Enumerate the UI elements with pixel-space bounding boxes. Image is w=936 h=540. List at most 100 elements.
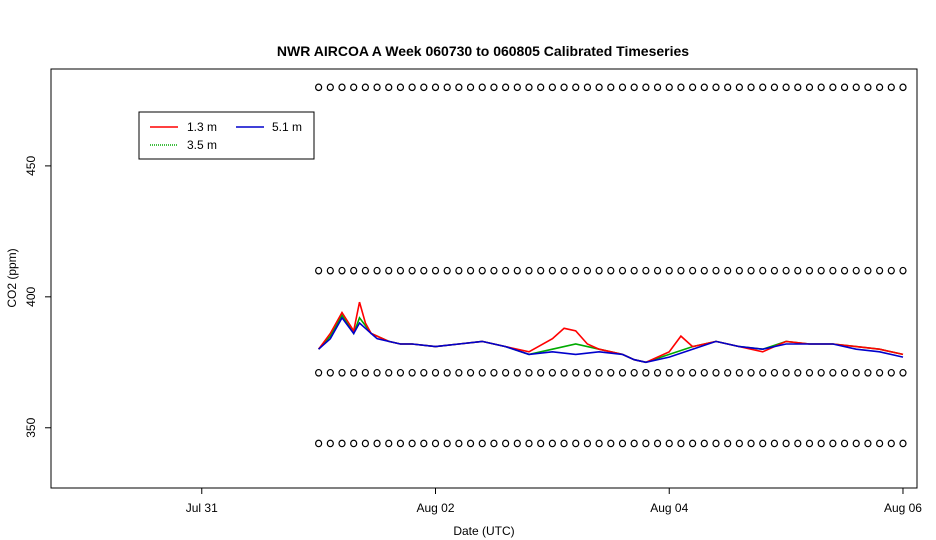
data-point-marker bbox=[852, 439, 860, 448]
data-point-marker bbox=[665, 439, 673, 448]
data-point-marker bbox=[315, 439, 323, 448]
data-point-marker bbox=[490, 368, 498, 377]
data-point-marker bbox=[876, 266, 884, 275]
data-point-marker bbox=[805, 83, 814, 92]
data-point-marker bbox=[315, 266, 323, 275]
data-point-marker bbox=[829, 83, 837, 92]
data-point-marker bbox=[466, 439, 475, 448]
data-point-marker bbox=[782, 266, 790, 275]
data-point-marker bbox=[326, 439, 334, 448]
data-point-marker bbox=[537, 368, 545, 377]
data-point-marker bbox=[607, 439, 615, 448]
y-axis-label: CO2 (ppm) bbox=[5, 248, 19, 307]
data-point-marker bbox=[385, 266, 393, 275]
data-point-marker bbox=[350, 266, 358, 275]
data-point-marker bbox=[747, 83, 755, 92]
plot-frame bbox=[50, 68, 918, 489]
data-point-marker bbox=[548, 83, 556, 92]
data-point-marker bbox=[618, 439, 627, 448]
data-point-marker bbox=[420, 368, 428, 377]
data-point-marker bbox=[642, 368, 650, 377]
data-point-marker bbox=[689, 266, 697, 275]
data-point-marker bbox=[560, 83, 568, 92]
data-point-marker bbox=[548, 439, 556, 448]
data-point-marker bbox=[502, 439, 510, 448]
data-point-marker bbox=[747, 368, 755, 377]
data-point-marker bbox=[396, 368, 405, 377]
data-point-marker bbox=[887, 266, 895, 275]
data-point-marker bbox=[478, 266, 486, 275]
data-point-marker bbox=[431, 266, 440, 275]
y-tick-label: 400 bbox=[24, 286, 38, 306]
data-point-marker bbox=[689, 83, 697, 92]
data-point-marker bbox=[338, 266, 346, 275]
data-point-marker bbox=[385, 439, 393, 448]
data-point-marker bbox=[478, 439, 486, 448]
data-point-marker bbox=[361, 439, 369, 448]
data-point-marker bbox=[548, 368, 556, 377]
data-point-marker bbox=[373, 83, 381, 92]
data-point-marker bbox=[794, 439, 802, 448]
data-point-marker bbox=[876, 439, 884, 448]
data-point-marker bbox=[700, 266, 708, 275]
data-point-marker bbox=[326, 83, 334, 92]
data-point-marker bbox=[770, 266, 779, 275]
data-point-marker bbox=[525, 368, 533, 377]
data-point-marker bbox=[770, 83, 779, 92]
data-point-marker bbox=[455, 266, 463, 275]
data-point-marker bbox=[502, 368, 510, 377]
data-point-marker bbox=[794, 83, 802, 92]
data-point-marker bbox=[315, 368, 323, 377]
data-point-marker bbox=[724, 266, 732, 275]
legend-box bbox=[138, 111, 315, 160]
data-point-marker bbox=[840, 83, 849, 92]
data-point-marker bbox=[899, 83, 907, 92]
data-point-marker bbox=[852, 266, 860, 275]
data-point-marker bbox=[513, 368, 521, 377]
data-point-marker bbox=[653, 83, 662, 92]
data-point-marker bbox=[373, 266, 381, 275]
data-point-marker bbox=[689, 368, 697, 377]
data-point-marker bbox=[782, 439, 790, 448]
data-point-marker bbox=[700, 83, 708, 92]
data-point-marker bbox=[864, 83, 872, 92]
data-point-marker bbox=[899, 368, 907, 377]
x-tick-label: Jul 31 bbox=[186, 501, 218, 515]
data-point-marker bbox=[595, 266, 603, 275]
data-point-marker bbox=[700, 368, 708, 377]
data-point-marker bbox=[665, 83, 673, 92]
data-point-marker bbox=[759, 266, 767, 275]
data-point-marker bbox=[712, 368, 720, 377]
data-point-marker bbox=[583, 83, 592, 92]
data-point-marker bbox=[840, 368, 849, 377]
data-point-marker bbox=[618, 266, 627, 275]
data-point-marker bbox=[829, 368, 837, 377]
data-point-marker bbox=[817, 266, 825, 275]
data-point-marker bbox=[431, 368, 440, 377]
data-point-marker bbox=[396, 439, 405, 448]
data-point-marker bbox=[759, 368, 767, 377]
data-point-marker bbox=[665, 368, 673, 377]
series-line-3-5-m bbox=[318, 313, 904, 364]
data-point-marker bbox=[525, 266, 533, 275]
data-point-marker bbox=[759, 439, 767, 448]
data-point-marker bbox=[361, 266, 369, 275]
legend-label-5-1m: 5.1 m bbox=[272, 120, 302, 134]
data-point-marker bbox=[443, 83, 451, 92]
data-point-marker bbox=[887, 83, 895, 92]
data-point-marker bbox=[630, 266, 638, 275]
data-point-marker bbox=[502, 266, 510, 275]
data-point-marker bbox=[478, 368, 486, 377]
x-tick-label: Aug 02 bbox=[416, 501, 454, 515]
data-point-marker bbox=[724, 83, 732, 92]
data-point-marker bbox=[864, 368, 872, 377]
data-point-marker bbox=[829, 266, 837, 275]
data-point-marker bbox=[852, 83, 860, 92]
data-point-marker bbox=[665, 266, 673, 275]
legend-label-3-5m: 3.5 m bbox=[187, 138, 217, 152]
x-tick-label: Aug 04 bbox=[650, 501, 688, 515]
data-point-marker bbox=[350, 439, 358, 448]
data-point-marker bbox=[899, 266, 907, 275]
data-point-marker bbox=[502, 83, 510, 92]
data-point-marker bbox=[560, 368, 568, 377]
